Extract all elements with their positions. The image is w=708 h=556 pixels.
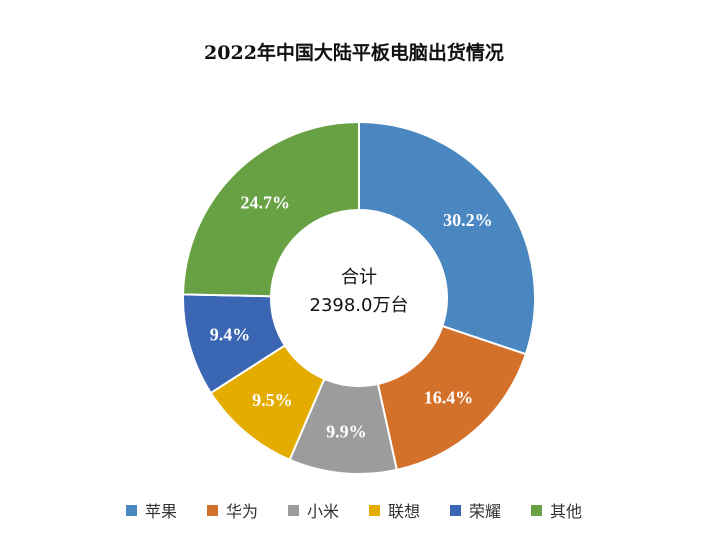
legend-swatch [450, 504, 462, 516]
slice-label-other: 24.7% [240, 192, 290, 212]
legend-item-apple: 苹果 [125, 498, 177, 522]
legend-label: 华为 [225, 502, 258, 521]
chart-title: 2022年中国大陆平板电脑出货情况 [204, 42, 504, 64]
slice-huawei [376, 324, 528, 472]
slice-labels: 30.2% 16.4% 9.9% 9.5% 9.4% 24.7% [210, 192, 493, 441]
legend-swatch [369, 504, 380, 516]
center-label-line1: 合计 [341, 267, 377, 288]
legend-label: 其他 [550, 502, 583, 521]
legend-label: 联想 [388, 502, 421, 521]
legend-label: 荣耀 [469, 502, 502, 521]
center-label-line2: 2398.0万台 [310, 295, 409, 316]
slice-label-honor: 9.4% [210, 324, 251, 344]
slice-other [182, 120, 360, 298]
legend-label: 小米 [306, 502, 339, 521]
legend-item-huawei: 华为 [206, 498, 258, 522]
legend-item-honor: 荣耀 [450, 498, 501, 522]
legend-item-lenovo: 联想 [369, 498, 420, 522]
slice-label-xiaomi: 9.9% [326, 421, 367, 441]
slice-label-huawei: 16.4% [424, 388, 474, 408]
legend-swatch [531, 504, 543, 516]
legend-swatch [125, 504, 137, 516]
donut-slices [182, 120, 536, 475]
slice-label-apple: 30.2% [443, 210, 493, 230]
legend-swatch [287, 504, 299, 516]
legend-swatch [206, 504, 218, 516]
legend-label: 苹果 [144, 502, 177, 521]
slice-apple [358, 120, 536, 356]
slice-label-lenovo: 9.5% [252, 390, 293, 410]
legend-item-other: 其他 [531, 498, 582, 522]
legend-item-xiaomi: 小米 [287, 498, 339, 522]
legend: 苹果 华为 小米 联想 荣耀 其他 [0, 498, 708, 522]
